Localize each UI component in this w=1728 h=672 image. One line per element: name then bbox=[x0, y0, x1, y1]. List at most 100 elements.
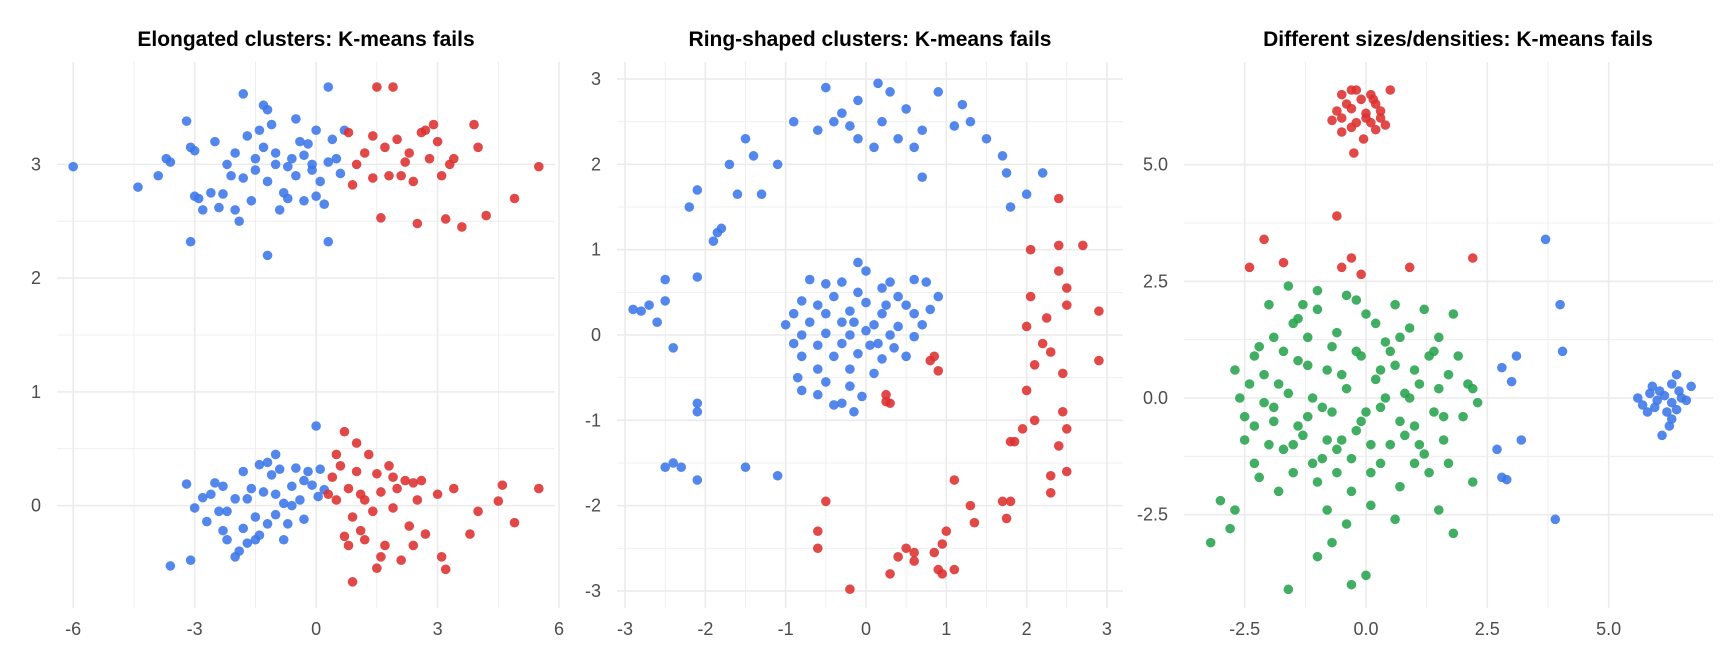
point-blue bbox=[1671, 404, 1682, 415]
point-red bbox=[812, 543, 823, 554]
point-blue bbox=[748, 151, 759, 161]
point-green bbox=[1317, 402, 1328, 413]
point-red bbox=[359, 148, 370, 158]
point-green bbox=[1467, 477, 1478, 487]
point-blue bbox=[845, 121, 855, 131]
point-blue bbox=[853, 133, 863, 144]
point-blue bbox=[258, 142, 269, 153]
point-green bbox=[1205, 537, 1216, 548]
point-green bbox=[1395, 416, 1405, 427]
point-blue bbox=[668, 458, 679, 468]
point-red bbox=[1244, 262, 1255, 273]
point-red bbox=[335, 461, 346, 471]
point-blue bbox=[692, 398, 703, 409]
point-blue bbox=[1021, 189, 1032, 200]
y-tick-label: 2 bbox=[591, 154, 601, 174]
point-blue bbox=[829, 351, 839, 362]
point-green bbox=[1327, 537, 1337, 548]
point-green bbox=[1390, 514, 1400, 525]
point-blue bbox=[282, 519, 293, 529]
point-blue bbox=[724, 159, 735, 170]
point-blue bbox=[206, 489, 216, 500]
point-blue bbox=[893, 291, 903, 302]
point-blue bbox=[68, 161, 78, 172]
point-red bbox=[933, 366, 944, 376]
point-blue bbox=[660, 296, 670, 306]
point-red bbox=[355, 525, 366, 536]
x-tick-label: -1 bbox=[778, 619, 794, 639]
point-green bbox=[1419, 304, 1430, 315]
point-blue bbox=[202, 516, 212, 527]
x-tick-label: 1 bbox=[941, 619, 951, 639]
point-red bbox=[1358, 134, 1369, 144]
point-blue bbox=[311, 125, 321, 136]
point-green bbox=[1215, 495, 1226, 506]
point-red bbox=[347, 180, 358, 190]
point-blue bbox=[804, 317, 815, 328]
point-blue bbox=[660, 274, 670, 285]
point-red bbox=[1361, 113, 1371, 123]
point-green bbox=[1366, 439, 1376, 450]
panel-elongated: Elongated clusters: K-means fails -6 -3 0 3… bbox=[31, 28, 564, 639]
point-red bbox=[1045, 347, 1056, 357]
point-blue bbox=[270, 449, 281, 460]
point-blue bbox=[222, 159, 232, 170]
point-blue bbox=[692, 185, 703, 195]
point-blue bbox=[335, 168, 346, 179]
point-blue bbox=[299, 475, 309, 486]
point-red bbox=[392, 483, 402, 494]
point-blue bbox=[796, 351, 807, 362]
point-red bbox=[969, 517, 980, 528]
y-tick-label: 2 bbox=[31, 268, 41, 288]
point-blue bbox=[299, 195, 309, 206]
point-red bbox=[949, 475, 960, 485]
point-blue bbox=[788, 116, 799, 127]
point-red bbox=[384, 170, 394, 181]
point-green bbox=[1346, 453, 1357, 464]
point-red bbox=[1375, 113, 1386, 123]
point-blue bbox=[1654, 386, 1665, 396]
point-green bbox=[1433, 505, 1444, 515]
point-green bbox=[1254, 472, 1265, 483]
point-blue bbox=[1666, 379, 1677, 389]
point-red bbox=[845, 584, 855, 595]
point-red bbox=[473, 506, 483, 517]
point-red bbox=[416, 475, 427, 486]
point-green bbox=[1385, 346, 1396, 357]
point-blue bbox=[291, 114, 301, 124]
point-blue bbox=[885, 277, 895, 287]
point-blue bbox=[740, 462, 751, 473]
point-red bbox=[1336, 89, 1347, 100]
point-blue bbox=[270, 148, 281, 158]
point-red bbox=[465, 529, 475, 539]
point-red bbox=[1029, 415, 1040, 426]
point-blue bbox=[193, 193, 204, 204]
point-green bbox=[1322, 435, 1332, 445]
point-green bbox=[1317, 453, 1328, 464]
point-red bbox=[493, 496, 504, 506]
point-blue bbox=[861, 325, 871, 336]
point-red bbox=[380, 142, 390, 153]
x-tick-label: -2.5 bbox=[1229, 619, 1260, 639]
point-blue bbox=[865, 340, 875, 351]
point-blue bbox=[812, 125, 823, 136]
point-blue bbox=[1674, 386, 1684, 396]
point-green bbox=[1268, 416, 1279, 427]
point-blue bbox=[270, 509, 281, 520]
point-blue bbox=[1511, 351, 1522, 361]
point-blue bbox=[812, 364, 823, 374]
point-green bbox=[1458, 411, 1468, 422]
point-blue bbox=[230, 205, 240, 215]
point-green bbox=[1327, 407, 1337, 417]
point-blue bbox=[933, 291, 944, 302]
panel-title: Different sizes/densities: K-means fails bbox=[1263, 28, 1653, 51]
point-red bbox=[1259, 234, 1269, 245]
point-blue bbox=[628, 304, 638, 315]
point-red bbox=[392, 134, 402, 145]
point-blue bbox=[238, 89, 249, 99]
point-green bbox=[1380, 393, 1391, 403]
point-blue bbox=[274, 464, 285, 475]
point-blue bbox=[837, 317, 847, 328]
point-green bbox=[1346, 486, 1357, 497]
point-blue bbox=[270, 489, 281, 500]
